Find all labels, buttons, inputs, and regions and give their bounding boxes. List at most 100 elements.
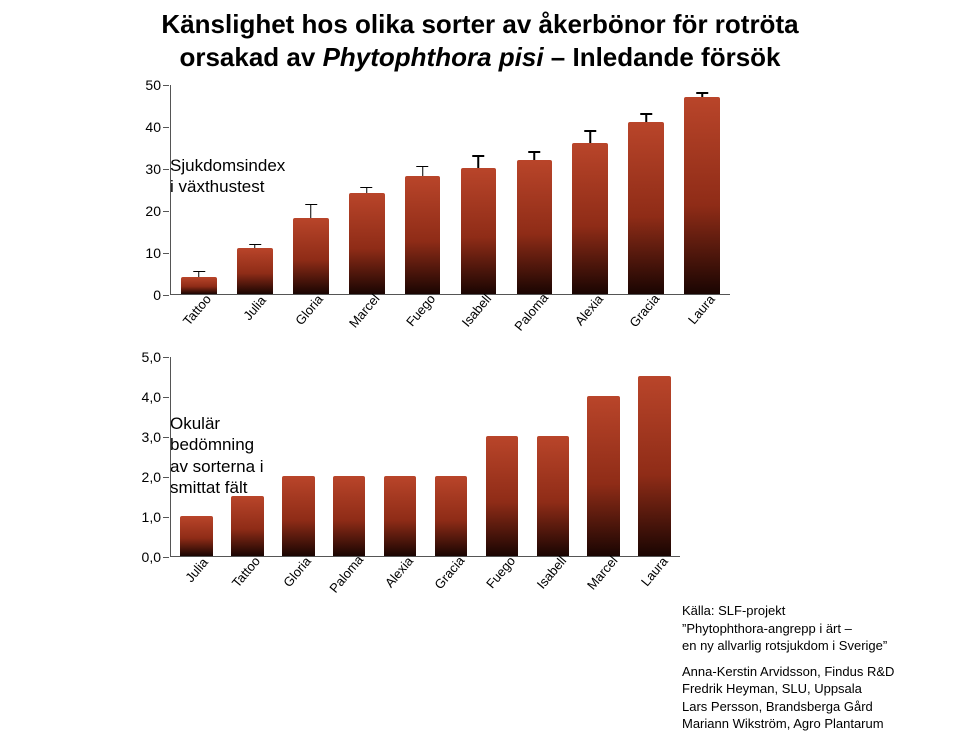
xlabel-slot: Gloria [272, 559, 323, 601]
xlabel-slot: Paloma [506, 297, 562, 339]
bar [486, 436, 519, 556]
source-attribution: Källa: SLF-projekt ”Phytophthora-angrepp… [682, 602, 942, 733]
bar-slot [283, 85, 339, 294]
bar [282, 476, 315, 556]
chart1-block: Sjukdomsindex i växthustest 01020304050 … [170, 85, 960, 339]
chart2-block: Okulär bedömning av sorterna i smittat f… [170, 357, 960, 601]
bar [435, 476, 468, 556]
bars-container [171, 357, 680, 556]
y-tick-label: 2,0 [142, 469, 171, 485]
xlabel-slot: Marcel [338, 297, 394, 339]
y-tick-label: 4,0 [142, 389, 171, 405]
bar-slot [562, 85, 618, 294]
xlabel-slot: Laura [674, 297, 730, 339]
chart2-xlabels: JuliaTattooGloriaPalomaAlexiaGraciaFuego… [170, 559, 680, 601]
x-category-label: Paloma [511, 290, 551, 333]
y-tick-label: 50 [145, 77, 171, 93]
y-tick-label: 10 [145, 245, 171, 261]
bar-slot [629, 357, 680, 556]
bar-slot [171, 357, 222, 556]
bars-container [171, 85, 730, 294]
x-category-label: Gracia [431, 553, 467, 592]
page-title: Känslighet hos olika sorter av åkerbönor… [0, 0, 960, 77]
bar-slot [227, 85, 283, 294]
xlabel-slot: Paloma [323, 559, 374, 601]
x-category-label: Paloma [326, 552, 366, 595]
x-category-label: Alexia [381, 554, 415, 591]
xlabel-slot: Fuego [394, 297, 450, 339]
chart1: 01020304050 [170, 85, 730, 295]
x-category-label: Fuego [483, 553, 518, 591]
x-category-label: Fuego [403, 291, 438, 329]
bar [181, 277, 217, 294]
x-category-label: Laura [685, 292, 718, 327]
xlabel-slot: Gracia [425, 559, 476, 601]
x-category-label: Julia [240, 293, 269, 323]
xlabel-slot: Julia [226, 297, 282, 339]
x-category-label: Gloria [280, 554, 314, 590]
bar [628, 122, 664, 294]
y-tick-label: 3,0 [142, 429, 171, 445]
title-line1: Känslighet hos olika sorter av åkerbönor… [161, 9, 798, 39]
bar-slot [506, 85, 562, 294]
xlabel-slot: Tattoo [221, 559, 272, 601]
x-category-label: Gracia [626, 291, 662, 330]
x-category-label: Marcel [346, 291, 383, 331]
title-line2a: orsakad av [179, 42, 322, 72]
x-category-label: Julia [182, 555, 211, 585]
bar-slot [618, 85, 674, 294]
bar [537, 436, 570, 556]
bar-slot [395, 85, 451, 294]
xlabel-slot: Alexia [562, 297, 618, 339]
y-tick-label: 0,0 [142, 549, 171, 565]
y-tick-label: 1,0 [142, 509, 171, 525]
x-category-label: Tattoo [180, 292, 214, 329]
y-tick-label: 0 [153, 287, 171, 303]
chart1-xlabels: TattooJuliaGloriaMarcelFuegoIsabellPalom… [170, 297, 730, 339]
bar-slot [476, 357, 527, 556]
x-category-label: Isabell [459, 291, 495, 329]
xlabel-slot: Isabell [527, 559, 578, 601]
bar-slot [339, 85, 395, 294]
xlabel-slot: Julia [170, 559, 221, 601]
bar-slot [222, 357, 273, 556]
bar [180, 516, 213, 556]
bar [293, 218, 329, 294]
bar [384, 476, 417, 556]
bar-slot [171, 85, 227, 294]
y-tick-label: 5,0 [142, 349, 171, 365]
bar [587, 396, 620, 556]
bar [517, 160, 553, 294]
bar [638, 376, 671, 556]
bar-slot [451, 85, 507, 294]
bar-slot [527, 357, 578, 556]
y-tick-label: 30 [145, 161, 171, 177]
xlabel-slot: Isabell [450, 297, 506, 339]
xlabel-slot: Tattoo [170, 297, 226, 339]
xlabel-slot: Fuego [476, 559, 527, 601]
bar [333, 476, 366, 556]
bar [461, 168, 497, 294]
bar [349, 193, 385, 294]
bar [684, 97, 720, 294]
chart2: 0,01,02,03,04,05,0 [170, 357, 680, 557]
xlabel-slot: Gloria [282, 297, 338, 339]
bar [237, 248, 273, 294]
bar [231, 496, 264, 556]
bar-slot [273, 357, 324, 556]
x-category-label: Alexia [572, 292, 606, 329]
bar-slot [375, 357, 426, 556]
x-category-label: Laura [637, 554, 670, 589]
bar [572, 143, 608, 294]
x-category-label: Isabell [533, 553, 569, 591]
bar-slot [324, 357, 375, 556]
xlabel-slot: Gracia [618, 297, 674, 339]
title-line2-italic: Phytophthora pisi [323, 42, 544, 72]
y-tick-label: 40 [145, 119, 171, 135]
y-tick-label: 20 [145, 203, 171, 219]
bar-slot [426, 357, 477, 556]
bar [405, 176, 441, 294]
xlabel-slot: Marcel [578, 559, 629, 601]
title-line2b: – Inledande försök [544, 42, 781, 72]
x-category-label: Tattoo [228, 554, 262, 591]
